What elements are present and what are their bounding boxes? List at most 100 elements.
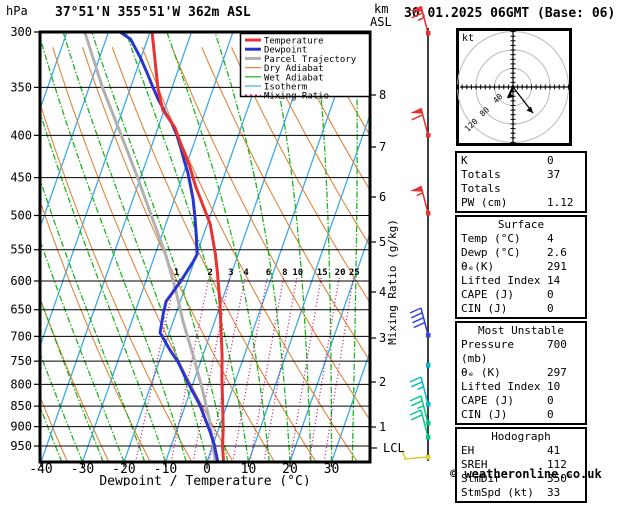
- pressure-tick-label: 400: [10, 128, 32, 142]
- mixing-ratio-value-label: 2: [207, 268, 212, 278]
- wind-barb: [401, 451, 431, 460]
- km-tick-label: 1: [379, 420, 386, 434]
- pressure-tick-label: 850: [10, 399, 32, 413]
- wind-barb-dot: [426, 363, 431, 368]
- lcl-label: LCL: [383, 441, 405, 455]
- table-row: EH 41: [457, 444, 585, 458]
- mixing-ratio-lines: [135, 276, 355, 462]
- pressure-tick-label: 900: [10, 420, 32, 434]
- row-value: 112: [547, 458, 567, 471]
- skewt-chart: 3003504004505005506006507007508008509009…: [10, 5, 431, 486]
- indices-panel: Hodograph EH 41 SREH 112 StmDir 350° StmSpd (kt…: [455, 427, 587, 503]
- pressure-tick-label: 550: [10, 243, 32, 257]
- row-label: StmSpd (kt): [461, 486, 534, 499]
- wind-barb-dot: [426, 421, 431, 426]
- row-value: 350°: [547, 472, 574, 485]
- row-label: Totals Totals: [461, 168, 501, 195]
- mixing-ratio-value-label: 15: [317, 268, 328, 278]
- km-tick-label: 8: [379, 88, 386, 102]
- credit-footer: © weatheronline.co.uk: [450, 467, 602, 481]
- altitude-unit-label-km: km: [374, 2, 389, 16]
- km-tick-label: 7: [379, 140, 386, 154]
- row-label: EH: [461, 444, 475, 457]
- wind-barb: [426, 363, 431, 368]
- wind-barb: [410, 107, 431, 138]
- row-label: Dewp (°C): [461, 246, 521, 259]
- row-value: 700: [547, 338, 567, 351]
- row-value: 0: [547, 288, 554, 301]
- table-row: Totals Totals 37: [457, 168, 585, 196]
- indices-panel: Most Unstable Pressure (mb) 700 θₑ (K) 297 Li…: [455, 321, 587, 425]
- row-value: 4: [547, 232, 554, 245]
- row-value: 2.6: [547, 246, 567, 259]
- wind-barb: [409, 376, 431, 407]
- mixing-ratio-value-label: 6: [266, 268, 271, 278]
- km-tick-label: 4: [379, 285, 386, 299]
- row-label: PW (cm): [461, 196, 508, 209]
- panel-header: Most Unstable: [477, 324, 565, 337]
- mixing-ratio-value-label: 20: [335, 268, 346, 278]
- pressure-tick-label: 450: [10, 171, 32, 185]
- row-value: 0: [547, 394, 554, 407]
- table-row: PW (cm) 1.12: [457, 196, 585, 210]
- legend-label: Wet Adiabat: [264, 73, 324, 83]
- row-label: K: [461, 154, 468, 167]
- row-value: 1.12: [547, 196, 574, 209]
- pressure-tick-label: 800: [10, 377, 32, 391]
- x-axis-title: Dewpoint / Temperature (°C): [99, 474, 310, 486]
- wind-barb: [409, 395, 431, 426]
- legend-label: Isotherm: [264, 83, 307, 93]
- mixing-ratio-labels: 1 2 3 4 6 8 10 15 20 25: [174, 268, 360, 278]
- temperature-tick-label: -10: [154, 462, 177, 477]
- wind-barb-dot: [426, 333, 431, 338]
- altitude-axis: 8 7 6 5 4 3 2 1 LCL: [370, 88, 405, 455]
- pressure-gridlines: 300 350 400 450 500 550 600 650 700 750 800 850 900 9…: [10, 25, 370, 453]
- row-label: Pressure (mb): [461, 338, 514, 365]
- pressure-tick-label: 700: [10, 329, 32, 343]
- wind-barb-dot: [426, 31, 431, 36]
- pressure-tick-label: 750: [10, 354, 32, 368]
- hodograph-unit-label: kt: [462, 33, 474, 44]
- table-row: SREH 112: [457, 458, 585, 472]
- row-value: 0: [547, 154, 554, 167]
- row-label: CAPE (J): [461, 394, 514, 407]
- row-value: 0: [547, 408, 554, 421]
- temperature-axis: -40 -30 -20 -10 0 10 20 30 Dewpoint / Temperatur…: [29, 462, 339, 486]
- wind-barb: [410, 185, 431, 216]
- row-value: 41: [547, 444, 561, 457]
- pressure-unit-label: hPa: [6, 4, 28, 18]
- pressure-tick-label: 500: [10, 208, 32, 222]
- row-value: 33: [547, 486, 561, 499]
- wind-barb: [409, 409, 431, 440]
- mixing-ratio-value-label: 25: [349, 268, 360, 278]
- mixing-ratio-value-label: 8: [282, 268, 287, 278]
- mixing-ratio-value-label: 10: [292, 268, 303, 278]
- parcel-trajectory-curve: [83, 32, 217, 462]
- pressure-tick-label: 300: [10, 25, 32, 39]
- indices-panel: Surface Temp (°C) 4 Dewp (°C) 2.6 θₑ(K) 291 Lif…: [455, 215, 587, 319]
- wind-barb-dot: [426, 455, 431, 460]
- table-row: Lifted Index 14: [457, 274, 585, 288]
- wind-barb-dot: [426, 435, 431, 440]
- km-tick-label: 2: [379, 375, 386, 389]
- table-row: CIN (J) 0: [457, 408, 585, 422]
- row-label: Temp (°C): [461, 232, 521, 245]
- row-label: SREH: [461, 458, 488, 471]
- row-label: CIN (J): [461, 302, 508, 315]
- row-label: CAPE (J): [461, 288, 514, 301]
- temperature-tick-label: -20: [112, 462, 135, 477]
- wind-barb: [409, 307, 431, 338]
- row-label: θₑ (K): [461, 366, 501, 379]
- hodograph-arrowhead: [526, 106, 533, 113]
- table-row: Lifted Index 10: [457, 380, 585, 394]
- legend-label: Parcel Trajectory: [264, 55, 357, 65]
- wet-adiabat-lines: [40, 32, 358, 462]
- mixing-ratio-value-label: 4: [243, 268, 249, 278]
- km-tick-label: 5: [379, 235, 386, 249]
- mixing-ratio-value-label: 1: [174, 268, 179, 278]
- row-label: StmDir: [461, 472, 501, 485]
- table-row: Dewp (°C) 2.6: [457, 246, 585, 260]
- row-value: 14: [547, 274, 561, 287]
